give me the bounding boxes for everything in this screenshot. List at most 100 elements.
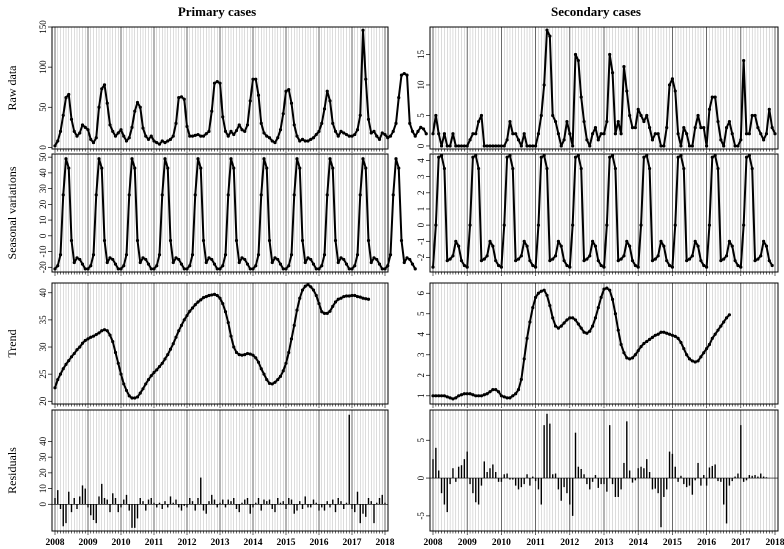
data-point [369,131,373,135]
data-point [344,294,349,298]
data-point [636,349,640,353]
data-point [273,380,277,384]
data-point [693,126,697,130]
y-tick-label: 0 [38,233,48,238]
data-point [628,244,632,248]
residual-bar [569,478,571,505]
data-point [97,157,101,161]
data-point [553,119,558,124]
data-point [67,92,71,97]
data-point [767,259,771,263]
residual-bar [455,478,457,482]
residual-bar [643,468,645,479]
residual-bar [238,504,240,513]
data-point [553,254,558,258]
residual-bar [370,501,372,505]
year-label: 2012 [560,538,579,548]
data-point [519,144,523,148]
data-point [218,296,222,300]
data-point [610,154,615,158]
data-point [562,259,566,263]
data-point [72,129,76,133]
data-point [699,126,703,130]
residual-bar [227,499,229,505]
y-tick-label: 0 [416,143,426,148]
data-point [303,260,307,265]
residual-bar [208,501,210,505]
data-point [667,332,672,336]
data-point [424,132,428,136]
data-point [648,126,652,130]
year-label: 2014 [244,538,263,548]
data-point [705,265,709,269]
year-label: 2013 [595,538,614,548]
data-point [188,309,192,313]
data-point [201,296,206,300]
data-point [53,386,57,390]
data-point [259,121,263,125]
data-point [742,58,746,63]
data-point [311,136,316,140]
data-point [434,394,438,398]
y-tick-label: 10 [38,215,48,225]
data-point [442,394,446,398]
data-point [451,254,455,258]
data-point [331,121,335,125]
data-point [204,260,208,265]
residual-bar [537,478,540,490]
data-point [366,297,371,301]
data-point [485,254,489,258]
data-point [599,132,603,136]
data-point [317,302,321,306]
data-point [67,166,71,170]
data-point [556,132,561,136]
data-point [245,123,250,127]
data-point [391,129,395,133]
residual-bar [351,504,353,509]
data-point [488,144,492,148]
data-point [508,154,512,158]
residual-bar [79,496,81,505]
data-point [135,100,140,105]
data-point [358,193,362,197]
data-point [437,394,441,398]
data-point [243,129,247,133]
y-tick-label: 30 [38,452,48,462]
data-point [339,296,343,300]
data-point [468,138,472,142]
data-point [320,121,324,125]
data-point [210,109,214,113]
data-point [736,144,740,148]
year-label: 2008 [46,538,65,548]
data-point [525,336,529,340]
residual-bar [623,462,625,479]
data-point [630,259,635,263]
data-point [328,157,332,161]
data-point [56,139,60,143]
data-point [542,83,546,87]
data-point [383,267,387,271]
data-point [499,144,503,148]
y-tick-label: 6 [416,291,426,296]
data-point [276,136,280,140]
data-point [333,238,338,243]
data-point [437,132,441,136]
residual-bar [480,478,483,486]
residual-bar [73,498,75,505]
data-point [215,79,219,84]
residual-bar [486,472,488,479]
data-point [303,284,307,288]
data-point [245,262,250,266]
data-point [662,244,666,248]
data-point [730,132,734,136]
data-point [226,134,230,138]
residual-bar [191,501,194,505]
data-point [445,395,449,399]
residual-bar [745,478,748,481]
data-point [682,166,686,171]
residual-bar [512,478,514,480]
data-point [270,382,274,386]
data-point [682,347,686,351]
data-point [287,88,291,92]
data-point [102,83,107,87]
